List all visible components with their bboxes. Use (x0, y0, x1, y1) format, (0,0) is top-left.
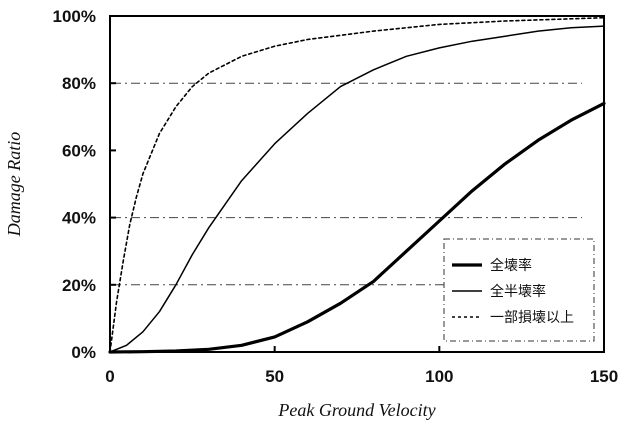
y-tick-label-3: 60% (62, 141, 96, 160)
x-tick-label-3: 150 (590, 367, 618, 386)
x-tick-label-1: 50 (265, 367, 284, 386)
series-line-1 (109, 25, 605, 353)
x-tick-label-2: 100 (425, 367, 453, 386)
y-axis-title: Damage Ratio (4, 132, 24, 237)
y-tick-label-1: 20% (62, 276, 96, 295)
y-tick-label-4: 80% (62, 74, 96, 93)
legend-box (443, 238, 595, 342)
legend-label-2: 一部損壊以上 (490, 310, 574, 326)
y-tick-label-0: 0% (71, 343, 96, 362)
legend-label-0: 全壊率 (490, 257, 532, 274)
series-layer (108, 16, 606, 354)
tick-layer: 0% 20% 40% 60% 80% 100% 0 50 100 150 (53, 7, 619, 386)
y-tick-label-2: 40% (62, 209, 96, 228)
plot-frame (109, 15, 605, 353)
series-line-0 (108, 101, 606, 354)
y-tick-label-5: 100% (53, 7, 96, 26)
x-axis-title: Peak Ground Velocity (277, 400, 435, 420)
series-line-2 (109, 16, 605, 353)
legend-label-1: 全半壊率 (490, 283, 546, 300)
x-tick-label-0: 0 (105, 367, 114, 386)
